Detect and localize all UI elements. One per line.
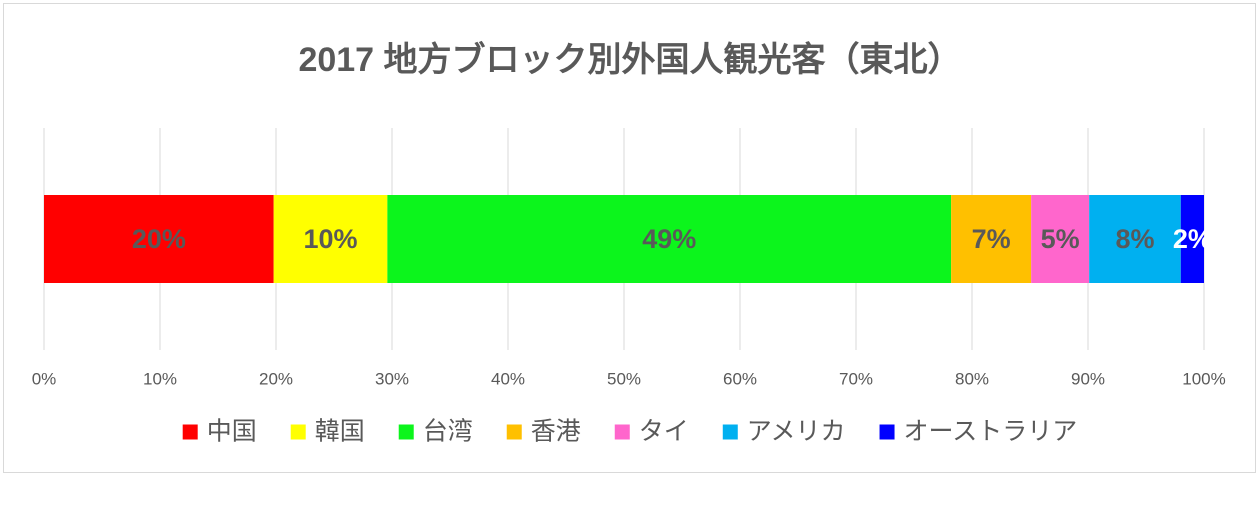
legend-label: 韓国 [315, 418, 365, 446]
legend-swatch [722, 424, 738, 440]
bar-segment [44, 195, 274, 283]
x-tick-label: 30% [375, 369, 409, 388]
legend-label: 台湾 [423, 418, 473, 446]
bar-segment [1089, 195, 1181, 283]
value-label: 5% [1041, 224, 1080, 254]
legend-swatch [614, 424, 630, 440]
x-tick-label: 80% [955, 369, 989, 388]
legend-label: 香港 [531, 418, 581, 446]
legend-swatch [506, 424, 522, 440]
legend-label: 中国 [207, 418, 257, 446]
value-label: 2% [1173, 224, 1212, 254]
bar-segment [387, 195, 952, 283]
x-tick-label: 10% [143, 369, 177, 388]
value-label: 8% [1115, 224, 1154, 254]
legend-label: アメリカ [747, 418, 846, 446]
bar-segment [951, 195, 1032, 283]
legend-label: タイ [639, 418, 689, 446]
value-label: 20% [132, 224, 186, 254]
x-tick-label: 0% [32, 369, 57, 388]
value-label: 49% [642, 224, 696, 254]
bar-segment [1180, 195, 1204, 283]
value-label: 7% [972, 224, 1011, 254]
x-tick-label: 70% [839, 369, 873, 388]
chart-title: 2017 地方ブロック別外国人観光客（東北） [298, 40, 961, 79]
x-tick-label: 50% [607, 369, 641, 388]
legend-swatch [879, 424, 895, 440]
legend-swatch [182, 424, 198, 440]
x-tick-label: 60% [723, 369, 757, 388]
value-label: 10% [303, 224, 357, 254]
x-tick-label: 20% [259, 369, 293, 388]
x-tick-label: 40% [491, 369, 525, 388]
x-tick-label: 90% [1071, 369, 1105, 388]
bar-segment [1031, 195, 1090, 283]
legend-label: オーストラリア [904, 418, 1078, 446]
legend-swatch [290, 424, 306, 440]
legend-swatch [398, 424, 414, 440]
x-tick-label: 100% [1182, 369, 1225, 388]
bar-segment [273, 195, 388, 283]
